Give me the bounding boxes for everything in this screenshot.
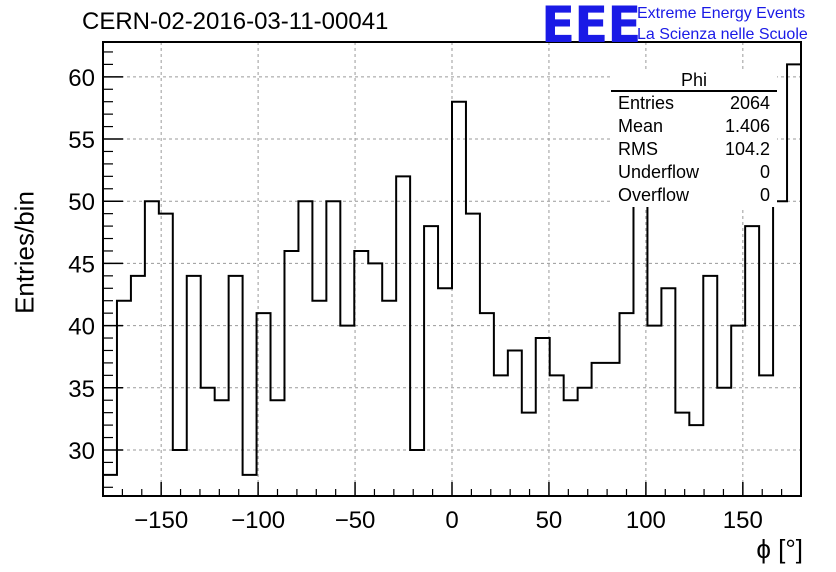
y-tick-label: 55 <box>68 127 95 154</box>
y-axis-label: Entries/bin <box>9 191 40 314</box>
stats-value: 2064 <box>729 93 770 113</box>
stats-value: 1.406 <box>724 116 770 136</box>
x-axis-label: ϕ [°] <box>756 534 803 564</box>
stats-label: Underflow <box>618 162 700 182</box>
stats-value: 104.2 <box>724 139 770 159</box>
stats-label: Entries <box>618 93 675 113</box>
logo-caption-line2: La Scienza nelle Scuole <box>637 26 808 43</box>
y-tick-label: 30 <box>68 438 95 465</box>
logo-caption-line1: Extreme Energy Events <box>637 5 806 22</box>
x-tick-label: −50 <box>335 507 376 534</box>
stats-value: 0 <box>759 162 770 182</box>
stats-label: RMS <box>618 139 658 159</box>
y-tick-label: 45 <box>68 251 95 278</box>
stats-row-overflow: Overflow 0 <box>611 184 777 207</box>
x-tick-label: 100 <box>626 507 666 534</box>
stats-label: Mean <box>618 116 664 136</box>
x-tick-label: −100 <box>231 507 285 534</box>
stats-box-name: Phi <box>611 70 777 92</box>
axis-tick-labels: −150 −100 −50 0 50 100 150 30 35 40 45 50 55 60 <box>68 65 763 534</box>
stats-row-entries: Entries 2064 <box>611 92 777 115</box>
x-tick-label: 50 <box>536 507 563 534</box>
stats-label: Overflow <box>618 185 690 205</box>
y-tick-label: 35 <box>68 376 95 403</box>
stats-row-mean: Mean 1.406 <box>611 115 777 138</box>
eee-logo: EEE <box>541 0 641 54</box>
logo-caption: Extreme Energy Events La Scienza nelle S… <box>637 3 808 45</box>
stats-value: 0 <box>759 185 770 205</box>
x-tick-label: 0 <box>445 507 458 534</box>
axis-ticks <box>103 51 783 496</box>
x-tick-label: 150 <box>723 507 763 534</box>
histogram-series <box>103 63 801 476</box>
y-tick-label: 40 <box>68 314 95 341</box>
x-tick-label: −150 <box>134 507 188 534</box>
y-tick-label: 50 <box>68 189 95 216</box>
stats-box: Phi Entries 2064 Mean 1.406 RMS 104.2 Un… <box>611 70 777 207</box>
y-tick-label: 60 <box>68 65 95 92</box>
stats-row-underflow: Underflow 0 <box>611 161 777 184</box>
plot-title: CERN-02-2016-03-11-00041 <box>82 8 389 35</box>
stats-row-rms: RMS 104.2 <box>611 138 777 161</box>
